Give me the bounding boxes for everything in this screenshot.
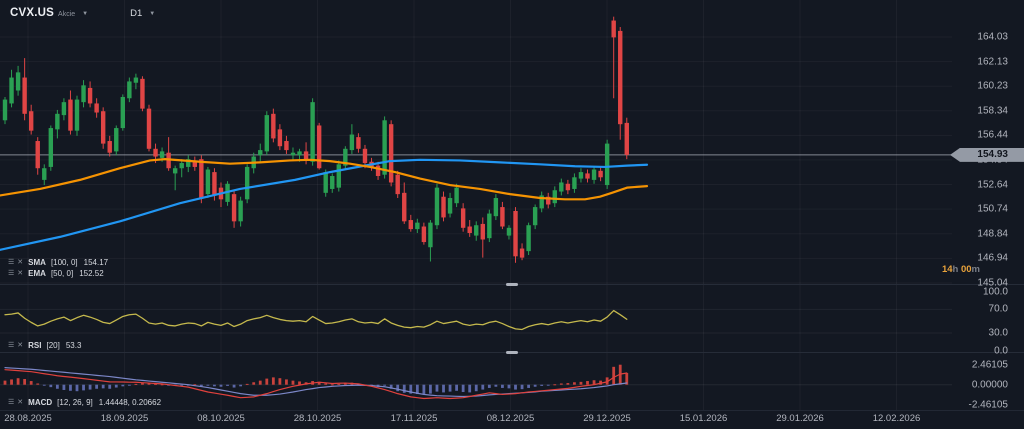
indicator-value: 154.17 [83, 258, 109, 267]
time-axis-tick: 29.01.2026 [776, 413, 824, 424]
countdown-minutes: 00 [960, 264, 972, 275]
settings-icon[interactable]: ☰ [8, 399, 15, 406]
indicator-name: SMA [28, 258, 46, 267]
price-axis-tick: 158.34 [977, 105, 1008, 117]
candle-countdown-timer: 14h 00m [928, 264, 980, 275]
indicator-name: EMA [28, 269, 46, 278]
time-axis-tick: 15.01.2026 [679, 413, 728, 424]
price-axis-tick: 146.94 [977, 252, 1008, 264]
settings-icon[interactable]: ☰ [8, 259, 15, 266]
sma-indicator-row: ☰ ✕ SMA [100, 0] 154.17 [8, 258, 108, 267]
rsi-axis-tick: 70.0 [988, 303, 1008, 315]
time-axis-tick: 18.09.2025 [100, 413, 149, 424]
rsi-axis-tick: 0.0 [994, 345, 1008, 357]
symbol-dropdown-caret-icon[interactable]: ▼ [82, 11, 89, 17]
current-price-tag: 154.93 [950, 147, 1024, 162]
indicator-params: [20] [46, 341, 60, 350]
indicator-value: 1.44448, 0.20662 [98, 398, 162, 407]
close-icon[interactable]: ✕ [17, 399, 24, 406]
ema-indicator-row: ☰ ✕ EMA [50, 0] 152.52 [8, 269, 104, 278]
price-axis-tick: 145.04 [977, 277, 1008, 289]
time-axis-tick: 08.12.2025 [486, 413, 535, 424]
price-axis-tick: 150.74 [977, 203, 1008, 215]
time-axis-tick: 28.10.2025 [293, 413, 342, 424]
close-icon[interactable]: ✕ [17, 342, 24, 349]
time-axis-border [0, 410, 1024, 411]
indicator-params: [12, 26, 9] [57, 398, 93, 407]
close-icon[interactable]: ✕ [17, 259, 24, 266]
indicator-value: 53.3 [65, 341, 82, 350]
rsi-indicator-row: ☰ ✕ RSI [20] 53.3 [8, 341, 81, 350]
countdown-minutes-suffix: m [971, 264, 980, 275]
indicator-name: MACD [28, 398, 53, 407]
rsi-axis-tick: 30.0 [988, 327, 1008, 339]
main-price-pane[interactable] [0, 0, 1024, 284]
time-axis-tick: 12.02.2026 [872, 413, 921, 424]
indicator-value: 152.52 [79, 269, 104, 278]
close-icon[interactable]: ✕ [17, 270, 24, 277]
time-axis-tick: 17.11.2025 [390, 413, 438, 424]
indicator-name: RSI [28, 341, 42, 350]
price-axis-tick: 148.84 [977, 228, 1008, 240]
chart-header: CVX.US Akcie ▼ D1 ▼ [10, 7, 155, 19]
macd-axis-tick: 2.46105 [971, 359, 1008, 371]
symbol-type-label: Akcie [58, 11, 76, 18]
indicator-params: [100, 0] [50, 258, 78, 267]
divider-drag-handle[interactable] [506, 283, 518, 286]
settings-icon[interactable]: ☰ [8, 270, 15, 277]
rsi-axis-tick: 100.0 [982, 286, 1008, 298]
countdown-hours-suffix: h [952, 264, 961, 275]
timeframe-selector[interactable]: D1 ▼ [130, 8, 155, 19]
macd-axis-tick: -2.46105 [968, 399, 1008, 411]
time-axis-tick: 28.08.2025 [4, 413, 52, 424]
time-axis-tick: 29.12.2025 [583, 413, 631, 424]
price-axis-tick: 156.44 [977, 129, 1008, 141]
countdown-hours: 14 [941, 264, 953, 275]
macd-axis-tick: 0.00000 [971, 379, 1008, 391]
indicator-params: [50, 0] [50, 269, 74, 278]
price-axis-tick: 160.23 [977, 80, 1008, 92]
price-axis-tick: 152.64 [977, 179, 1008, 191]
macd-pane[interactable] [0, 353, 1024, 410]
macd-indicator-row: ☰ ✕ MACD [12, 26, 9] 1.44448, 0.20662 [8, 398, 161, 407]
timeframe-dropdown-caret-icon[interactable]: ▼ [149, 11, 156, 17]
price-axis-tick: 162.13 [977, 56, 1008, 68]
price-axis-tick: 164.03 [977, 31, 1008, 43]
time-axis-tick: 08.10.2025 [197, 413, 245, 424]
settings-icon[interactable]: ☰ [8, 342, 15, 349]
symbol-name[interactable]: CVX.US [10, 7, 55, 19]
timeframe-label: D1 [130, 8, 143, 19]
divider-drag-handle[interactable] [506, 351, 518, 354]
rsi-pane[interactable] [0, 285, 1024, 353]
